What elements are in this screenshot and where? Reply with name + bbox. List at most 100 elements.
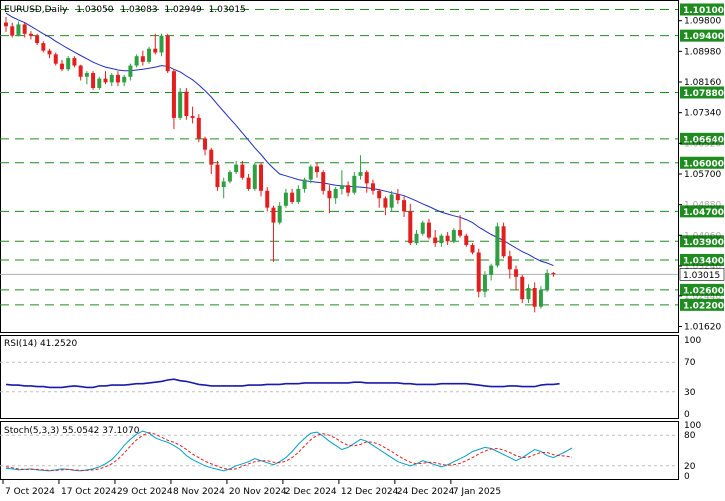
price-tick-label: 1.03240 bbox=[684, 262, 721, 272]
low-value: 1.02949 bbox=[164, 5, 201, 15]
candle bbox=[47, 48, 52, 59]
candle bbox=[171, 69, 176, 130]
candle-body bbox=[538, 289, 543, 307]
level-label: 1.03900 bbox=[683, 238, 724, 248]
candle-body bbox=[140, 56, 145, 62]
candle bbox=[308, 164, 313, 184]
candle-body bbox=[290, 192, 295, 203]
candle-body bbox=[115, 74, 120, 83]
candle bbox=[41, 41, 46, 53]
candle-body bbox=[240, 164, 245, 178]
rsi-axis-label: 0 bbox=[684, 410, 690, 420]
level-label: 1.10100 bbox=[683, 6, 724, 16]
candle bbox=[346, 181, 351, 197]
level-tag bbox=[680, 29, 724, 42]
support-resistance-levels: 1.10100 1.09400 1.07880 1.06640 1.06000 1.047… bbox=[0, 3, 725, 311]
candle-body bbox=[532, 288, 537, 307]
candle bbox=[420, 220, 425, 236]
candle-body bbox=[59, 63, 64, 70]
candle-body bbox=[470, 245, 475, 253]
candle bbox=[53, 52, 58, 66]
candle bbox=[277, 202, 282, 225]
open-value: 1.03050 bbox=[76, 5, 113, 15]
level-tag bbox=[680, 205, 724, 218]
high-value: 1.03083 bbox=[120, 5, 157, 15]
candle-body bbox=[501, 226, 506, 257]
candle bbox=[91, 71, 96, 90]
candle bbox=[265, 187, 270, 212]
time-tick-label: 8 Nov 2024 bbox=[173, 487, 225, 497]
candle-body bbox=[296, 188, 301, 203]
candle-body bbox=[358, 172, 363, 176]
candle-body bbox=[4, 22, 8, 27]
rsi-title: RSI(14) 41.2520 bbox=[4, 339, 77, 349]
candle bbox=[240, 160, 245, 180]
candle bbox=[28, 31, 33, 40]
candle bbox=[321, 170, 326, 195]
candle-body bbox=[489, 265, 494, 275]
candle-body bbox=[165, 35, 170, 72]
level-label: 1.09400 bbox=[683, 32, 724, 42]
level-tag bbox=[680, 132, 724, 145]
candle bbox=[464, 233, 469, 247]
price-tick-label: 1.07340 bbox=[684, 109, 721, 119]
candle bbox=[352, 172, 357, 195]
candle bbox=[234, 160, 239, 174]
stoch-axis-label: 20 bbox=[684, 462, 696, 472]
candle bbox=[545, 269, 550, 292]
candle bbox=[283, 188, 288, 208]
candle-body bbox=[526, 288, 531, 300]
candle-body bbox=[451, 230, 456, 242]
candle bbox=[395, 188, 400, 204]
level-label: 1.03400 bbox=[683, 256, 724, 266]
candle-body bbox=[364, 172, 369, 184]
candle-body bbox=[252, 164, 257, 189]
level-tag bbox=[680, 3, 724, 16]
candle bbox=[97, 76, 102, 90]
candle-body bbox=[383, 198, 388, 208]
candle bbox=[495, 222, 500, 268]
candle bbox=[507, 250, 512, 279]
candle bbox=[501, 222, 506, 259]
candle-body bbox=[190, 116, 195, 118]
candle-body bbox=[426, 222, 431, 238]
candle-body bbox=[122, 76, 127, 83]
current-price-label: 1.03015 bbox=[683, 271, 720, 281]
candle bbox=[439, 233, 444, 247]
price-tick-label: 1.04060 bbox=[684, 231, 721, 241]
stoch-signal-line bbox=[5, 432, 573, 471]
price-tick-label: 1.04880 bbox=[684, 201, 721, 211]
candle bbox=[426, 218, 431, 240]
price-axis: 1.09800 1.08980 1.08160 1.07340 1.06520 1.057… bbox=[678, 17, 721, 333]
candle bbox=[153, 33, 158, 55]
candlesticks bbox=[4, 16, 556, 313]
time-tick-label: 7 Jan 2025 bbox=[453, 487, 501, 497]
candle bbox=[532, 282, 537, 313]
candle bbox=[10, 22, 15, 38]
candle-body bbox=[482, 274, 487, 292]
candle bbox=[538, 286, 543, 309]
candle bbox=[458, 215, 463, 238]
candle-body bbox=[196, 117, 201, 139]
level-label: 1.06640 bbox=[683, 135, 724, 145]
candle bbox=[227, 170, 232, 184]
candle-body bbox=[545, 273, 550, 290]
candle-body bbox=[184, 91, 189, 117]
candle bbox=[433, 230, 438, 247]
candle-body bbox=[234, 164, 239, 173]
level-label: 1.04700 bbox=[683, 208, 724, 218]
candle-body bbox=[78, 65, 83, 77]
candle-body bbox=[339, 185, 344, 189]
candle bbox=[339, 170, 344, 195]
time-tick-label: 7 Oct 2024 bbox=[5, 487, 55, 497]
stoch-axis-label: 0 bbox=[684, 472, 690, 482]
candle bbox=[84, 71, 89, 85]
stoch-title: Stoch(5,3,3) 55.0542 37.1070 bbox=[4, 426, 140, 436]
level-tag bbox=[680, 86, 724, 99]
candle bbox=[296, 185, 301, 204]
level-tag bbox=[680, 235, 724, 248]
candle-body bbox=[265, 190, 270, 208]
candle bbox=[221, 177, 226, 199]
candle-body bbox=[22, 24, 27, 34]
